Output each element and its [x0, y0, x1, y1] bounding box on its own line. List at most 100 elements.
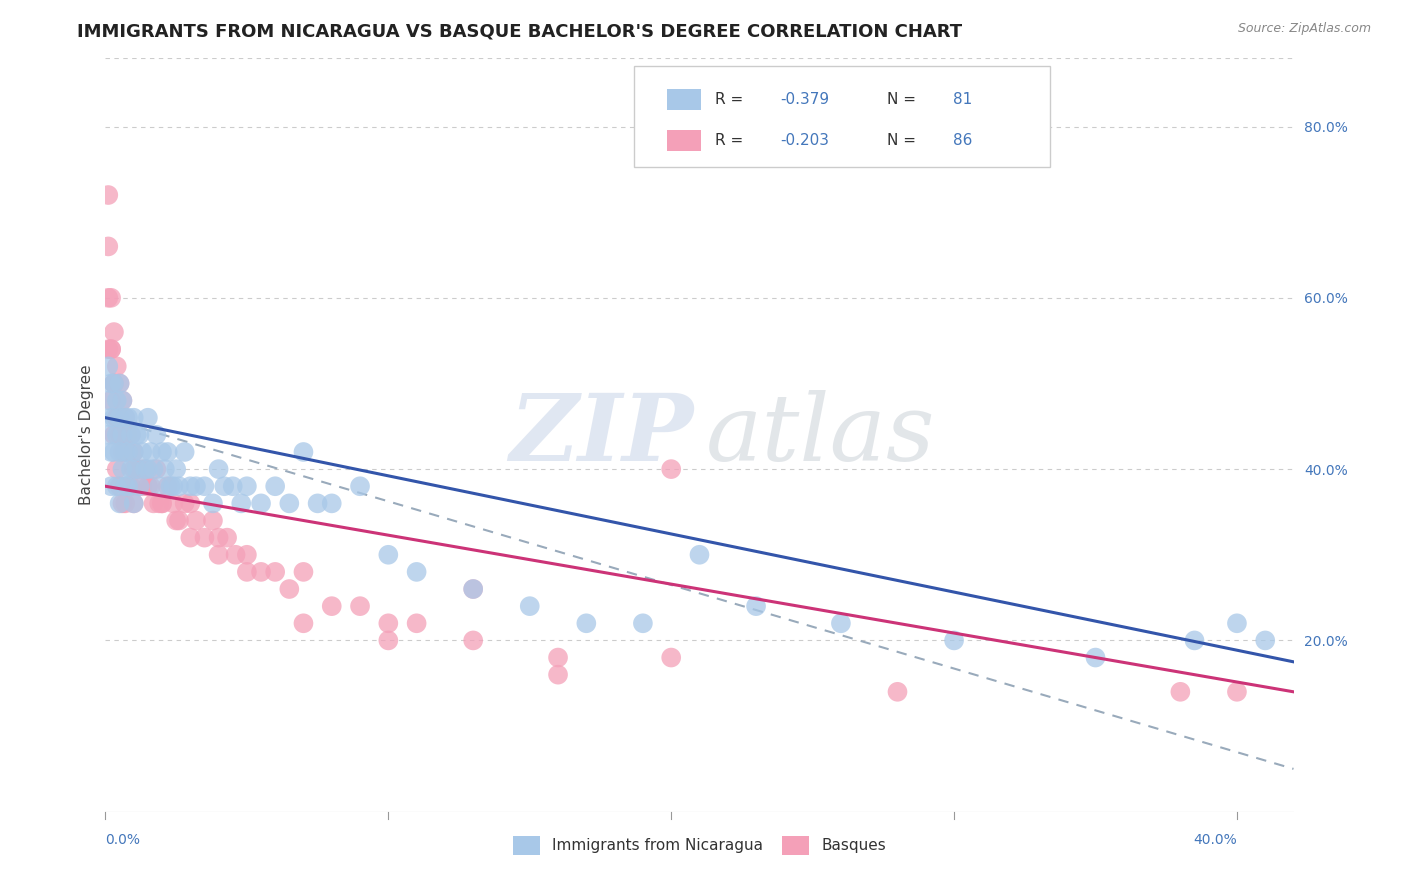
- Point: [136, 462, 159, 476]
- Point: [97, 239, 120, 253]
- Point: [405, 565, 427, 579]
- Point: [103, 410, 125, 425]
- Point: [136, 479, 159, 493]
- Point: [153, 462, 176, 476]
- Point: [150, 496, 173, 510]
- Point: [225, 548, 247, 562]
- Point: [125, 462, 148, 476]
- Point: [1170, 685, 1192, 699]
- Point: [103, 376, 125, 391]
- Point: [162, 496, 184, 510]
- Text: R =: R =: [714, 133, 748, 148]
- Text: IMMIGRANTS FROM NICARAGUA VS BASQUE BACHELOR'S DEGREE CORRELATION CHART: IMMIGRANTS FROM NICARAGUA VS BASQUE BACH…: [77, 22, 963, 40]
- Point: [547, 650, 569, 665]
- Point: [100, 479, 122, 493]
- Text: -0.203: -0.203: [780, 133, 830, 148]
- Point: [165, 462, 187, 476]
- Point: [111, 427, 134, 442]
- Point: [173, 445, 195, 459]
- Point: [117, 410, 139, 425]
- Point: [125, 427, 148, 442]
- Point: [125, 462, 148, 476]
- Point: [292, 565, 315, 579]
- Point: [830, 616, 852, 631]
- Point: [207, 462, 229, 476]
- Point: [97, 393, 120, 408]
- Point: [114, 410, 136, 425]
- Point: [214, 479, 236, 493]
- Point: [159, 479, 181, 493]
- Point: [108, 445, 131, 459]
- Point: [114, 410, 136, 425]
- Point: [97, 427, 120, 442]
- Point: [114, 427, 136, 442]
- Point: [165, 514, 187, 528]
- Text: 86: 86: [952, 133, 972, 148]
- Point: [114, 445, 136, 459]
- Point: [405, 616, 427, 631]
- Point: [349, 599, 371, 614]
- Point: [207, 548, 229, 562]
- Text: N =: N =: [887, 92, 921, 106]
- Point: [1184, 633, 1206, 648]
- Point: [278, 496, 301, 510]
- Point: [150, 496, 173, 510]
- Point: [292, 616, 315, 631]
- Point: [122, 496, 145, 510]
- Point: [463, 582, 485, 596]
- Point: [943, 633, 966, 648]
- Point: [122, 496, 145, 510]
- Point: [111, 445, 134, 459]
- Point: [264, 479, 287, 493]
- Point: [377, 548, 399, 562]
- Point: [150, 445, 173, 459]
- Point: [122, 445, 145, 459]
- Point: [139, 479, 162, 493]
- Point: [659, 462, 682, 476]
- Point: [184, 514, 207, 528]
- Point: [689, 548, 711, 562]
- Point: [128, 427, 150, 442]
- Point: [142, 462, 165, 476]
- Point: [111, 462, 134, 476]
- Y-axis label: Bachelor's Degree: Bachelor's Degree: [79, 365, 94, 505]
- Point: [307, 496, 329, 510]
- Point: [134, 462, 156, 476]
- Point: [377, 616, 399, 631]
- Point: [575, 616, 598, 631]
- Point: [292, 445, 315, 459]
- Point: [201, 496, 224, 510]
- Text: R =: R =: [714, 92, 748, 106]
- Point: [222, 479, 245, 493]
- Point: [156, 445, 179, 459]
- Point: [103, 427, 125, 442]
- Point: [136, 479, 159, 493]
- Point: [100, 376, 122, 391]
- Text: 40.0%: 40.0%: [1194, 833, 1237, 847]
- Point: [100, 342, 122, 356]
- Point: [278, 582, 301, 596]
- Point: [117, 445, 139, 459]
- Point: [128, 462, 150, 476]
- Point: [1226, 616, 1249, 631]
- Point: [103, 325, 125, 339]
- Point: [105, 393, 128, 408]
- Point: [120, 427, 142, 442]
- Point: [97, 291, 120, 305]
- Point: [179, 479, 201, 493]
- Point: [156, 479, 179, 493]
- Point: [136, 410, 159, 425]
- Point: [111, 393, 134, 408]
- Point: [321, 599, 343, 614]
- Point: [1254, 633, 1277, 648]
- Point: [1084, 650, 1107, 665]
- Point: [463, 633, 485, 648]
- Text: Source: ZipAtlas.com: Source: ZipAtlas.com: [1237, 22, 1371, 36]
- Point: [105, 427, 128, 442]
- Point: [114, 445, 136, 459]
- Text: ZIP: ZIP: [509, 390, 693, 480]
- FancyBboxPatch shape: [668, 130, 700, 152]
- Point: [108, 479, 131, 493]
- Point: [105, 410, 128, 425]
- Point: [745, 599, 768, 614]
